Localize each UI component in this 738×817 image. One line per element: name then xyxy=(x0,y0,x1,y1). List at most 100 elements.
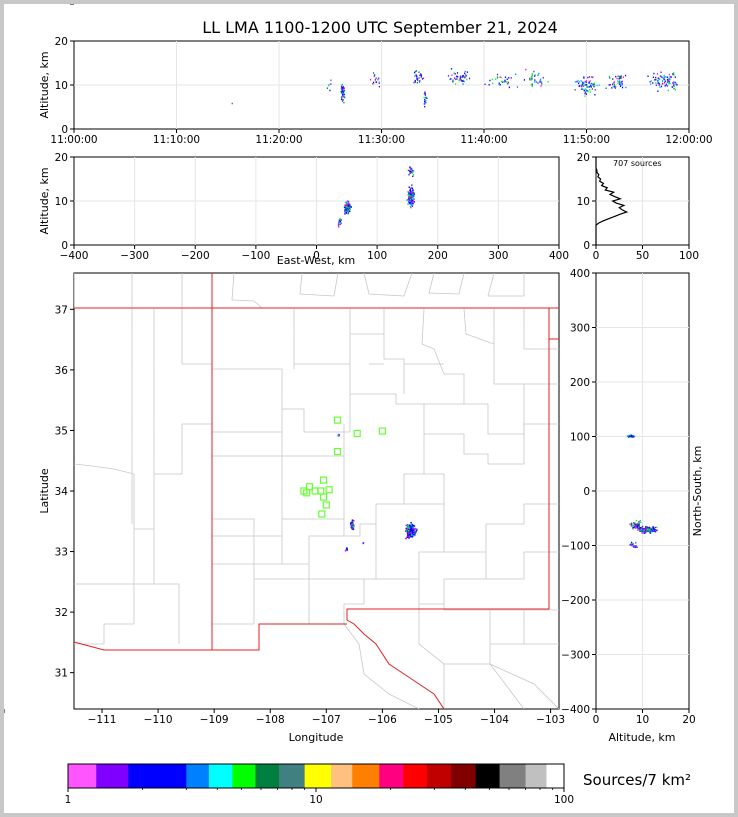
time-source-point xyxy=(426,97,428,99)
time-source-point xyxy=(584,88,586,90)
time-source-point xyxy=(613,84,616,86)
ns-source-point xyxy=(652,529,654,531)
time-source-point xyxy=(414,81,417,83)
time-source-point xyxy=(459,77,462,79)
ew-source-point xyxy=(412,195,415,197)
time-source-point xyxy=(668,73,670,76)
plan-source-point xyxy=(352,525,354,528)
ns-source-point xyxy=(636,525,639,527)
ew-source-point xyxy=(409,172,411,174)
time-source-point xyxy=(620,75,623,77)
time-source-point xyxy=(624,74,627,77)
time-source-point xyxy=(377,78,379,81)
ew-source-point xyxy=(410,194,412,197)
time-source-point xyxy=(456,72,459,74)
time-source-point xyxy=(593,82,596,85)
time-source-point xyxy=(523,79,525,81)
ew-source-point xyxy=(410,170,412,173)
histogram-panel-ytick-label: 0 xyxy=(583,240,590,252)
time-source-point xyxy=(504,76,507,79)
histogram-panel-xtick-label: 0 xyxy=(593,250,600,262)
time-source-point xyxy=(456,77,458,79)
ew-source-point xyxy=(410,204,413,206)
time-panel-ylabel: Altitude, km xyxy=(38,51,51,118)
time-source-point xyxy=(585,81,587,84)
time-source-point xyxy=(621,80,623,83)
ew-source-point xyxy=(408,196,410,198)
time-source-point xyxy=(424,94,426,96)
ew-source-point xyxy=(346,206,348,209)
plan-source-point xyxy=(406,531,409,534)
time-source-point xyxy=(505,80,507,83)
time-source-point xyxy=(581,88,583,90)
time-source-point xyxy=(668,82,670,85)
plan-source-point xyxy=(412,531,415,534)
plan-source-point xyxy=(410,534,413,536)
time-source-point xyxy=(582,82,584,85)
time-source-point xyxy=(330,83,332,85)
time-source-point xyxy=(615,75,617,78)
ns-source-point xyxy=(652,530,654,532)
plan-source-point xyxy=(414,530,417,533)
ew-source-point xyxy=(345,211,347,213)
ew-source-point xyxy=(409,197,412,199)
time-source-point xyxy=(589,80,591,82)
time-source-point xyxy=(423,96,425,99)
ew-source-point xyxy=(407,169,410,172)
time-source-point xyxy=(593,85,595,88)
time-source-point xyxy=(531,72,533,75)
time-source-point xyxy=(663,74,665,77)
ns-source-point xyxy=(649,532,652,534)
time-source-point xyxy=(619,75,621,78)
time-source-point xyxy=(590,86,592,88)
ew-source-point xyxy=(347,212,350,214)
ns-source-point xyxy=(647,529,649,532)
ew-source-point xyxy=(349,207,351,209)
ew-source-point xyxy=(409,165,411,168)
ew-source-point xyxy=(345,209,347,211)
plan-source-point xyxy=(406,536,409,539)
plan-source-point xyxy=(410,529,413,532)
time-source-point xyxy=(657,90,659,92)
time-source-point xyxy=(330,79,332,81)
time-source-point xyxy=(666,78,669,81)
ns-source-point xyxy=(646,526,648,528)
plan-xlabel: Longitude xyxy=(289,731,344,744)
time-source-point xyxy=(341,100,344,102)
time-source-point xyxy=(673,83,675,86)
time-source-point xyxy=(608,75,611,78)
time-source-point xyxy=(531,83,533,85)
ew-source-point xyxy=(412,190,414,192)
time-source-point xyxy=(501,81,504,83)
ns-source-point xyxy=(641,532,643,534)
time-source-point xyxy=(378,82,380,84)
colorbar-segment xyxy=(450,764,476,788)
ew-source-point xyxy=(412,202,414,205)
time-source-point xyxy=(617,80,619,82)
time-source-point xyxy=(342,85,344,88)
plan-source-point xyxy=(407,528,410,531)
ew-source-point xyxy=(348,203,350,206)
plan-source-point xyxy=(345,546,348,549)
time-source-point xyxy=(496,76,499,79)
colorbar-segment xyxy=(186,764,210,788)
ew-source-point xyxy=(410,201,413,203)
colorbar-label: Sources/7 km² xyxy=(583,771,691,789)
time-source-point xyxy=(673,85,675,88)
colorbar-segment xyxy=(352,764,380,788)
ns-source-point xyxy=(641,525,644,528)
time-panel-xtick-label: 11:10:00 xyxy=(153,134,200,146)
plan-source-point xyxy=(409,525,411,527)
time-source-point xyxy=(658,78,661,80)
plan-source-point xyxy=(352,524,355,526)
ew-source-point xyxy=(411,199,414,201)
ew-panel-xtick-label: −100 xyxy=(241,250,270,262)
ew-source-point xyxy=(338,219,341,222)
ns-source-point xyxy=(629,544,631,546)
ew-source-point xyxy=(347,207,349,209)
ns-source-point xyxy=(638,525,641,527)
plan-source-point xyxy=(413,533,415,536)
time-source-point xyxy=(463,80,465,83)
ns-source-point xyxy=(637,522,639,525)
ew-source-point xyxy=(409,167,412,170)
